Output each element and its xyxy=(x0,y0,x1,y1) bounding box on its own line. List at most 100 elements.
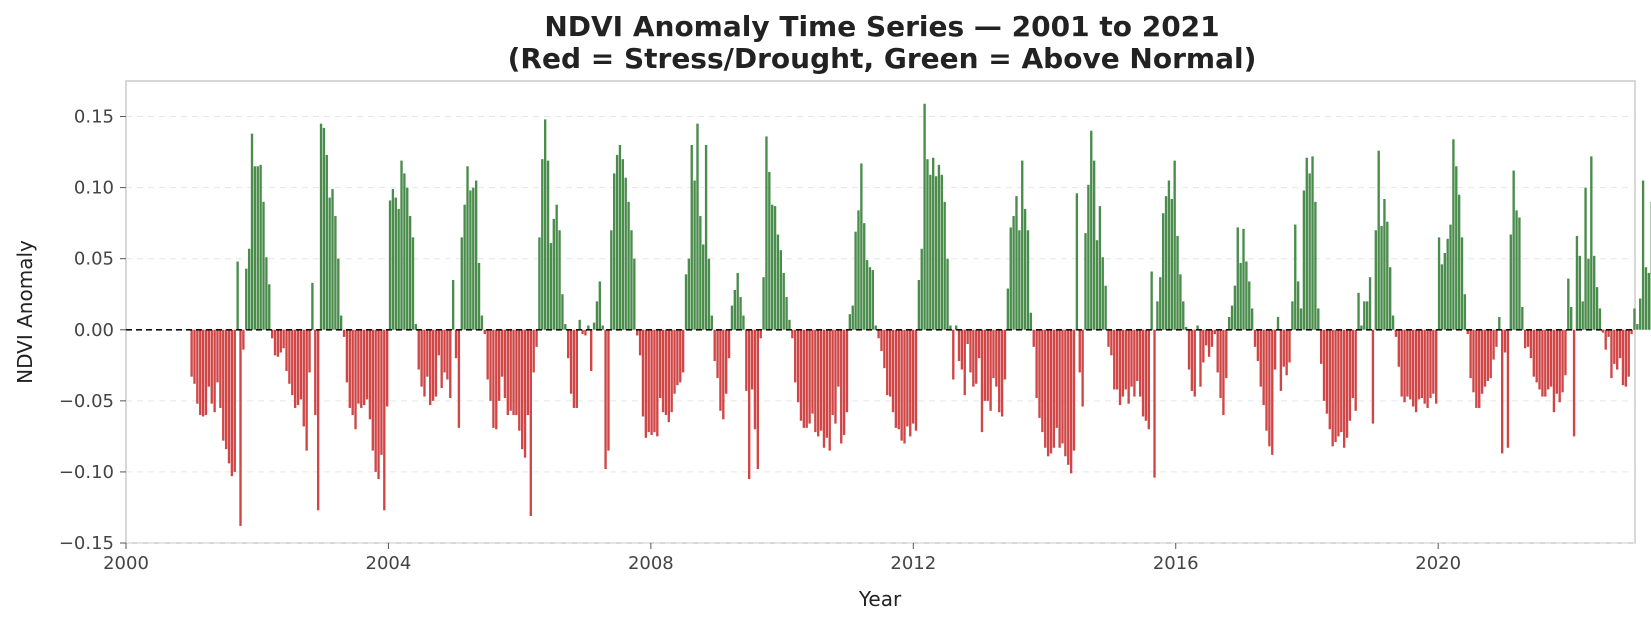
bar-negative xyxy=(242,329,245,350)
bar-positive xyxy=(1012,216,1015,330)
bar-positive xyxy=(923,103,926,330)
bar-negative xyxy=(1127,329,1130,404)
bar-negative xyxy=(653,329,656,433)
bar-positive xyxy=(610,230,613,330)
bar-negative xyxy=(443,329,446,373)
bar-positive xyxy=(259,164,262,330)
bar-positive xyxy=(917,280,921,330)
bar-positive xyxy=(1587,258,1590,330)
bar-negative xyxy=(1552,329,1556,413)
bar-negative xyxy=(523,329,527,458)
bar-positive xyxy=(1095,240,1099,330)
bar-negative xyxy=(952,329,955,380)
bar-positive xyxy=(946,258,949,330)
bar-positive xyxy=(1182,301,1185,330)
bar-positive xyxy=(538,237,541,330)
bar-positive xyxy=(1498,316,1501,330)
bar-negative xyxy=(1202,329,1205,363)
bar-negative xyxy=(911,329,915,424)
bar-negative xyxy=(1067,329,1070,465)
bar-negative xyxy=(1555,329,1558,394)
bar-negative xyxy=(454,329,458,359)
bar-positive xyxy=(848,314,852,330)
bar-positive xyxy=(1248,281,1251,330)
bar-negative xyxy=(216,329,219,383)
x-tick-label: 2016 xyxy=(1153,553,1199,574)
x-axis-label: Year xyxy=(858,587,902,611)
bar-negative xyxy=(230,329,234,477)
bar-negative xyxy=(489,329,492,401)
bar-negative xyxy=(1072,329,1076,451)
bar-positive xyxy=(1236,227,1239,330)
bar-negative xyxy=(1273,329,1277,370)
bar-positive xyxy=(477,262,481,330)
bar-negative xyxy=(1483,329,1487,387)
bar-negative xyxy=(1322,329,1326,401)
bar-negative xyxy=(423,329,426,397)
bar-negative xyxy=(1429,329,1432,398)
x-axis-ticks: 2000 2004 2008 2012 2016 2020 xyxy=(103,543,1461,574)
bar-positive xyxy=(1377,150,1380,330)
bar-positive xyxy=(768,171,771,330)
bar-negative xyxy=(992,329,995,379)
bar-negative xyxy=(1193,329,1196,397)
bar-positive xyxy=(1291,301,1294,330)
bar-negative xyxy=(828,329,831,451)
bar-positive xyxy=(1159,277,1162,330)
bar-positive xyxy=(466,166,469,330)
bar-negative xyxy=(1630,329,1633,335)
bar-negative xyxy=(1225,329,1228,379)
bar-negative xyxy=(1618,329,1622,359)
bar-negative xyxy=(345,329,349,383)
bar-positive xyxy=(739,297,742,330)
bar-positive xyxy=(1227,316,1231,330)
bar-negative xyxy=(1469,329,1472,379)
bar-negative xyxy=(1500,329,1504,454)
bar-negative xyxy=(1282,329,1285,367)
x-tick-label: 2012 xyxy=(890,553,936,574)
bar-positive xyxy=(1150,271,1153,330)
bar-negative xyxy=(386,329,389,407)
bar-negative xyxy=(883,329,886,369)
bar-negative xyxy=(753,329,757,430)
bar-positive xyxy=(1196,325,1199,330)
bar-positive xyxy=(1515,210,1518,330)
bar-negative xyxy=(811,329,814,414)
y-tick-label: 0.05 xyxy=(74,249,114,270)
bar-positive xyxy=(544,119,547,330)
bar-negative xyxy=(822,329,826,448)
bar-positive xyxy=(1230,305,1234,330)
bar-negative xyxy=(572,329,576,408)
bar-negative xyxy=(888,329,892,397)
bar-negative xyxy=(210,329,213,404)
bar-positive xyxy=(779,250,783,330)
bar-negative xyxy=(483,329,486,335)
bar-positive xyxy=(765,136,768,330)
bar-negative xyxy=(1003,329,1007,380)
bar-positive xyxy=(480,315,484,330)
bar-positive xyxy=(472,187,475,330)
bar-positive xyxy=(1647,272,1651,330)
bar-negative xyxy=(291,329,294,396)
bar-negative xyxy=(998,329,1001,413)
bar-negative xyxy=(431,329,435,401)
bar-negative xyxy=(374,329,377,472)
bar-positive xyxy=(1305,157,1308,330)
bar-positive xyxy=(785,297,788,330)
bar-positive xyxy=(871,270,875,330)
bar-negative xyxy=(506,329,509,416)
bar-negative xyxy=(1340,329,1343,433)
bar-positive xyxy=(860,163,863,330)
bar-positive xyxy=(696,123,699,330)
bar-positive xyxy=(1245,261,1248,330)
bar-positive xyxy=(1084,233,1087,330)
bar-positive xyxy=(592,322,596,330)
bar-negative xyxy=(285,329,288,371)
bar-positive xyxy=(1173,160,1176,330)
bar-positive xyxy=(247,248,251,330)
bar-positive xyxy=(1570,307,1573,330)
bar-positive xyxy=(561,294,564,330)
bar-positive xyxy=(1170,198,1173,330)
bar-negative xyxy=(719,329,722,411)
bar-negative xyxy=(969,329,972,373)
